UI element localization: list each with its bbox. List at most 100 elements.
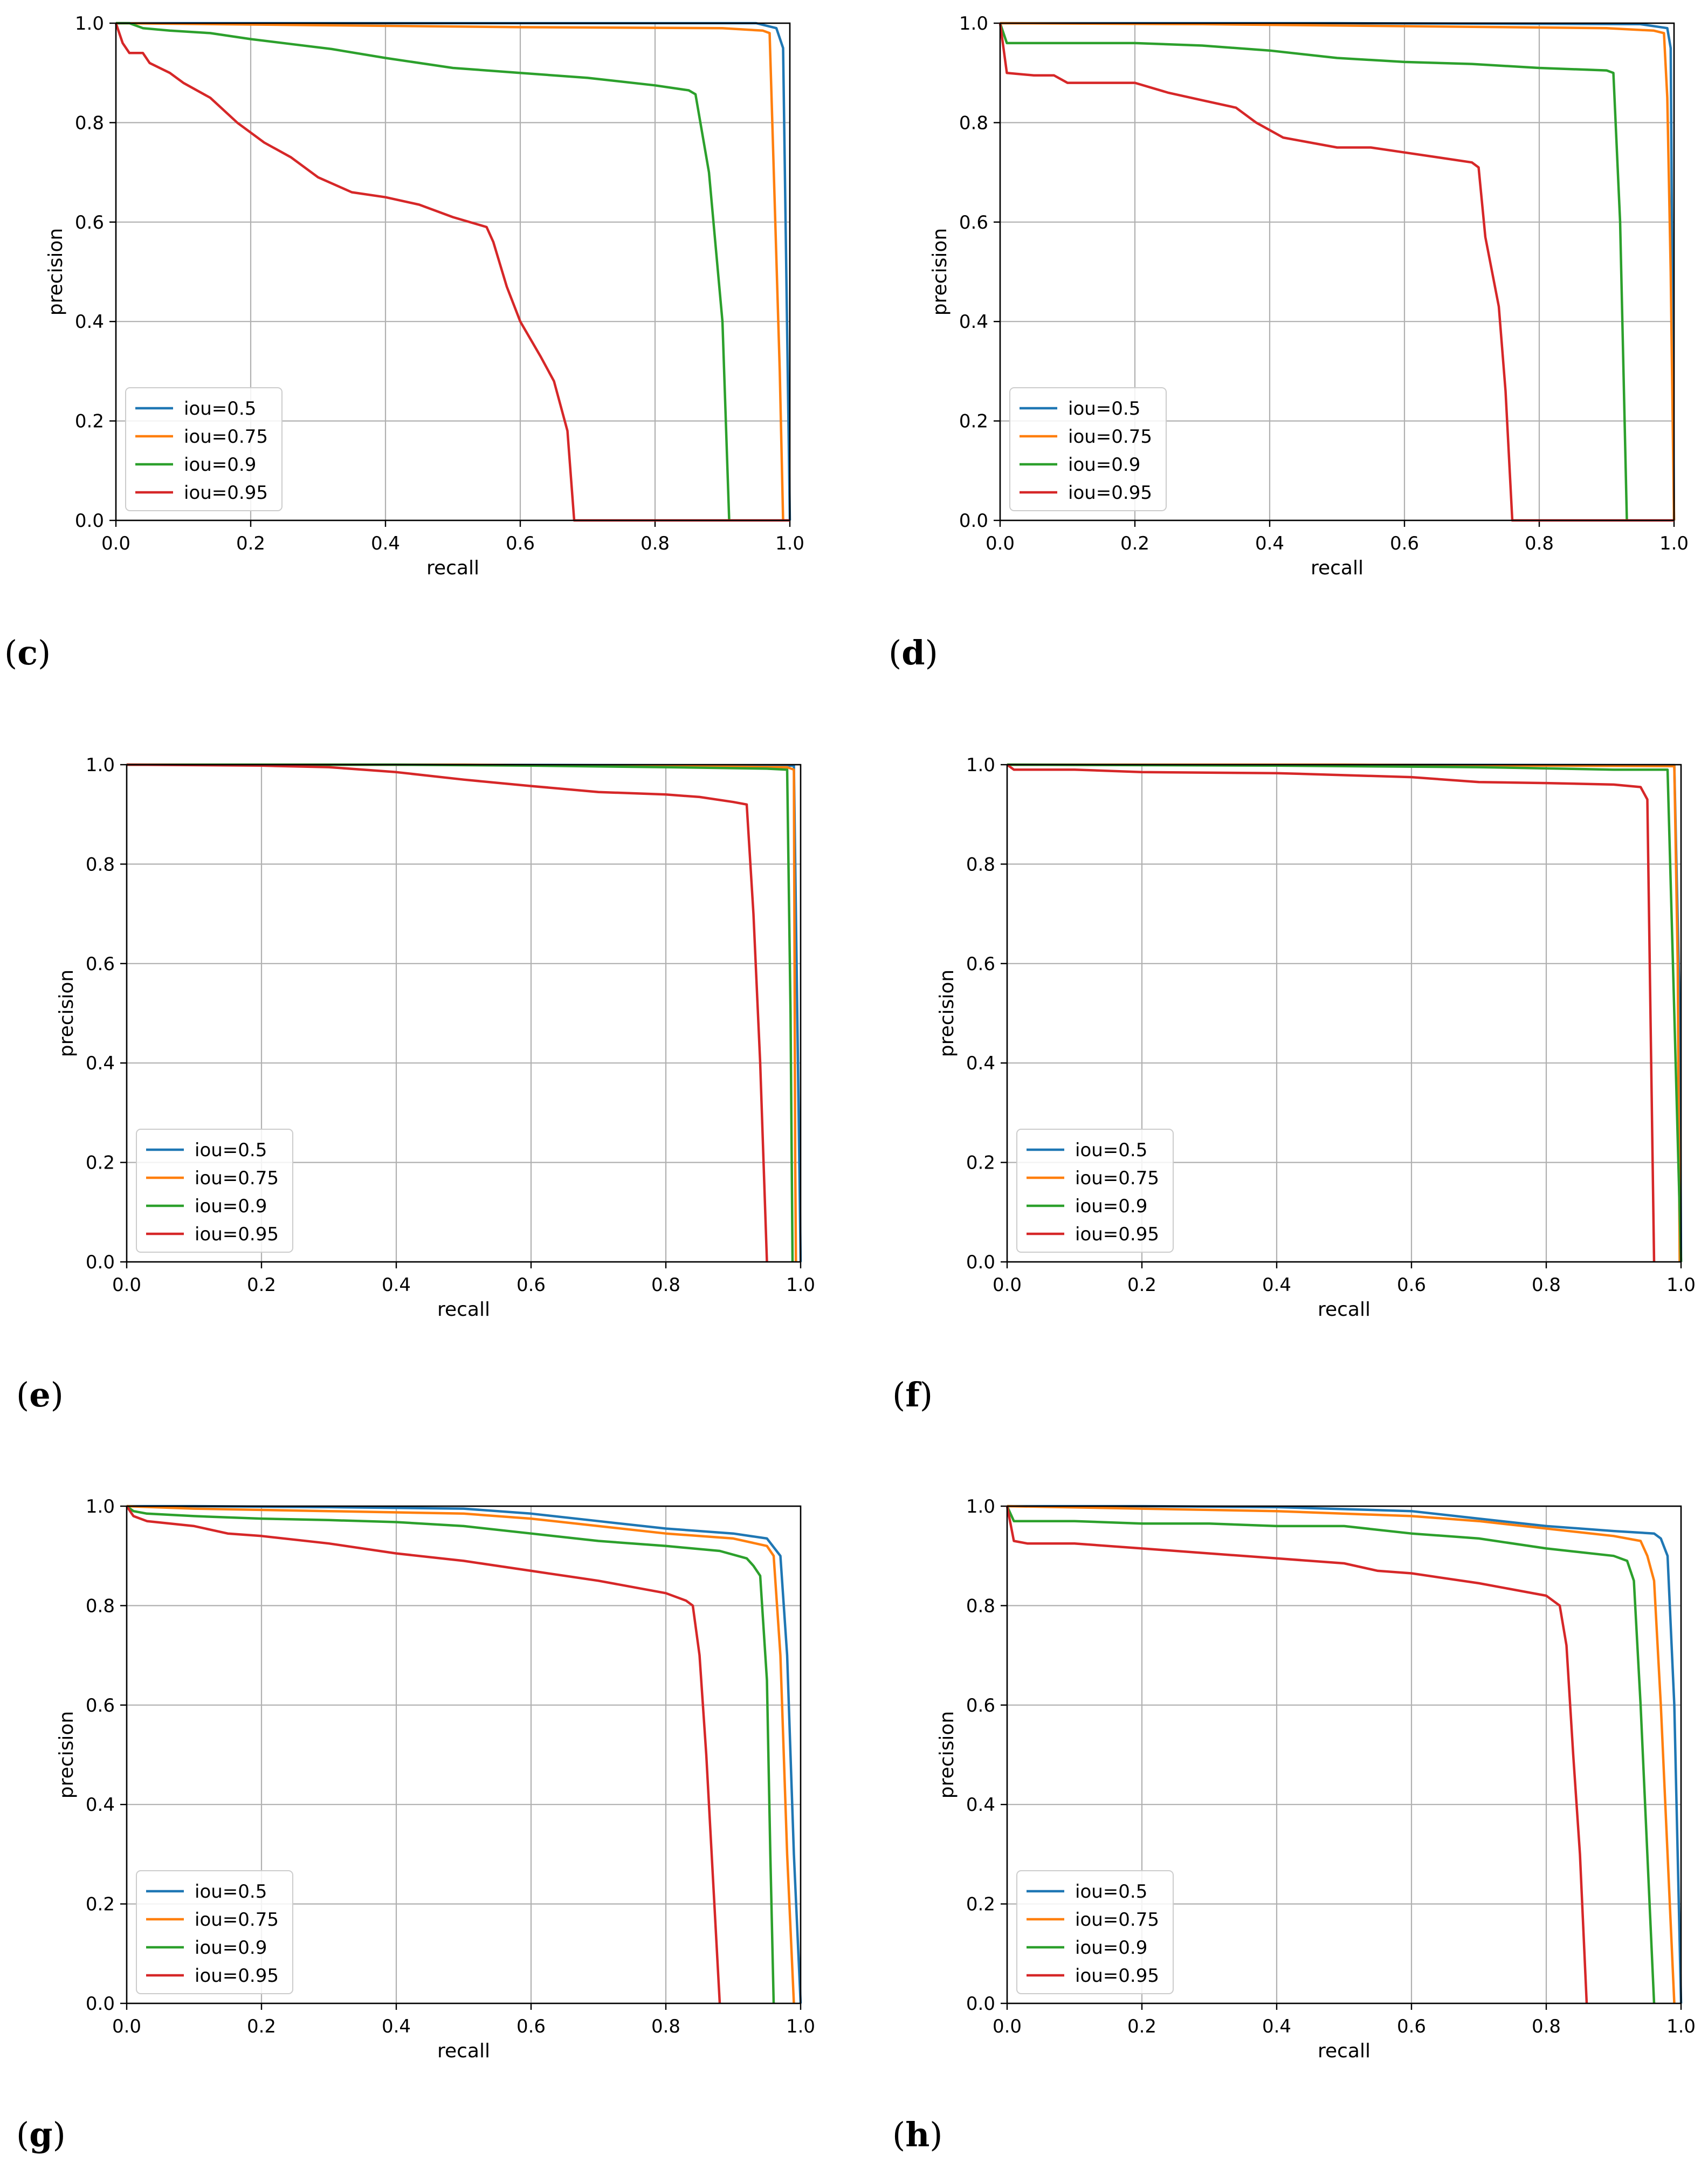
y-axis-label: precision [56,1711,78,1798]
x-axis-label: recall [1311,557,1363,579]
x-tick-label: 0.0 [112,2016,141,2037]
chart-panel-c: 0.0 0.2 0.4 0.6 0.8 1.0 0.0 0.2 0.4 0.6 0.8 1.0 reca… [4,13,804,672]
series-line-iou-0-9 [1007,763,1683,1262]
x-axis-label: recall [1318,2040,1370,2062]
y-tick-label: 0.0 [966,1252,995,1273]
y-tick-label: 0.0 [75,510,104,532]
chart-panel-g: 0.0 0.2 0.4 0.6 0.8 1.0 0.0 0.2 0.4 0.6 0.8 1.0 reca… [16,1496,815,2154]
y-tick-label: 0.2 [966,1894,995,1915]
legend-box [1016,1870,1174,1994]
x-tick-label: 1.0 [775,533,804,554]
y-tick-label: 0.0 [959,510,988,532]
y-tick-label: 0.0 [966,1993,995,2015]
y-tick-label: 1.0 [75,13,104,35]
x-tick-label: 1.0 [786,1274,815,1296]
axes-frame [1006,1505,1682,2004]
x-tick-label: 0.6 [1397,1274,1426,1296]
y-tick-label: 0.6 [86,1695,115,1716]
legend-entry: iou=0.75 [195,1909,279,1931]
chart-panel-d: 0.0 0.2 0.4 0.6 0.8 1.0 0.0 0.2 0.4 0.6 0.8 1.0 reca… [889,13,1689,672]
panel-label: (d) [889,633,938,672]
series-line-iou-0-95 [1006,764,1656,1262]
legend-entry: iou=0.75 [184,426,268,448]
x-tick-label: 0.0 [993,2016,1022,2037]
legend-entry: iou=0.5 [184,398,256,420]
x-tick-label: 0.6 [516,1274,546,1296]
y-tick-label: 0.2 [966,1152,995,1174]
chart-panel-e: 0.0 0.2 0.4 0.6 0.8 1.0 0.0 0.2 0.4 0.6 0.8 1.0 reca… [16,754,815,1414]
series-line-iou-0-5 [127,1505,802,2004]
legend: iou=0.5 iou=0.75 iou=0.9 iou=0.95 [136,1129,293,1253]
x-tick-label: 0.2 [1120,533,1149,554]
legend-entry: iou=0.9 [1068,454,1140,476]
legend-entry: iou=0.95 [1075,1224,1159,1245]
series-line-iou-0-75 [126,1505,795,2004]
x-tick-label: 0.2 [247,2016,276,2037]
legend-box [136,1129,293,1253]
y-tick-label: 0.6 [959,212,988,234]
y-axis-label: precision [56,970,78,1057]
x-tick-label: 0.0 [993,1274,1022,1296]
legend-box [136,1870,293,1994]
panel-label: (c) [4,633,51,672]
legend: iou=0.5 iou=0.75 iou=0.9 iou=0.95 [1009,387,1167,511]
legend-entry: iou=0.5 [195,1881,267,1903]
axes-frame [126,764,802,1263]
x-axis-label: recall [426,557,479,579]
y-tick-label: 0.6 [966,953,995,975]
legend-entry: iou=0.9 [184,454,256,476]
legend-entry: iou=0.9 [195,1196,267,1217]
x-tick-label: 0.8 [651,2016,680,2037]
y-axis-label: precision [936,1711,958,1798]
x-axis-label: recall [437,1299,490,1321]
panel-label: (f) [892,1375,933,1414]
series-line-iou-0-95 [114,23,790,522]
y-axis-label: precision [45,228,67,315]
x-tick-label: 0.4 [1255,533,1284,554]
series-line-iou-0-75 [115,22,784,521]
legend-entry: iou=0.75 [1068,426,1152,448]
y-tick-label: 0.8 [86,1595,115,1617]
y-tick-label: 0.4 [966,1053,995,1074]
x-tick-label: 0.4 [1262,1274,1291,1296]
axes-frame [115,22,791,521]
series-line-iou-0-9 [116,22,731,521]
y-tick-label: 0.6 [75,212,104,234]
legend-entry: iou=0.5 [1075,1139,1147,1161]
x-tick-label: 0.2 [1127,2016,1156,2037]
legend: iou=0.5 iou=0.75 iou=0.9 iou=0.95 [1016,1870,1174,1994]
y-tick-label: 0.0 [86,1993,115,2015]
axes-frame [126,1505,802,2004]
y-axis-label: precision [936,970,958,1057]
x-tick-label: 0.6 [506,533,535,554]
series-line-iou-0-75 [1007,1505,1676,2004]
x-tick-label: 1.0 [1666,2016,1696,2037]
legend-entry: iou=0.75 [1075,1909,1159,1931]
legend-entry: iou=0.95 [195,1224,279,1245]
x-tick-label: 0.8 [640,533,670,554]
legend-box [125,387,283,511]
x-tick-label: 0.8 [1532,2016,1561,2037]
x-tick-label: 0.0 [112,1274,141,1296]
y-tick-label: 0.6 [86,953,115,975]
legend-entry: iou=0.9 [195,1937,267,1959]
x-tick-label: 0.4 [1262,2016,1291,2037]
axes-frame [999,22,1675,521]
y-tick-label: 1.0 [966,754,995,776]
series-line-iou-0-9 [126,1505,775,2004]
legend-entry: iou=0.9 [1075,1937,1147,1959]
panel-label: (e) [16,1375,64,1414]
y-tick-label: 0.2 [75,411,104,432]
y-tick-label: 0.0 [86,1252,115,1273]
x-tick-label: 0.2 [247,1274,276,1296]
y-tick-label: 1.0 [959,13,988,35]
legend-entry: iou=0.75 [195,1168,279,1189]
x-axis-label: recall [1318,1299,1370,1321]
legend-entry: iou=0.5 [195,1139,267,1161]
series-line-iou-0-95 [998,23,1674,522]
series-line-iou-0-75 [1000,22,1676,521]
series-line-iou-0-95 [126,1505,721,2004]
legend-entry: iou=0.5 [1075,1881,1147,1903]
legend-entry: iou=0.9 [1075,1196,1147,1217]
y-tick-label: 0.4 [959,311,988,333]
